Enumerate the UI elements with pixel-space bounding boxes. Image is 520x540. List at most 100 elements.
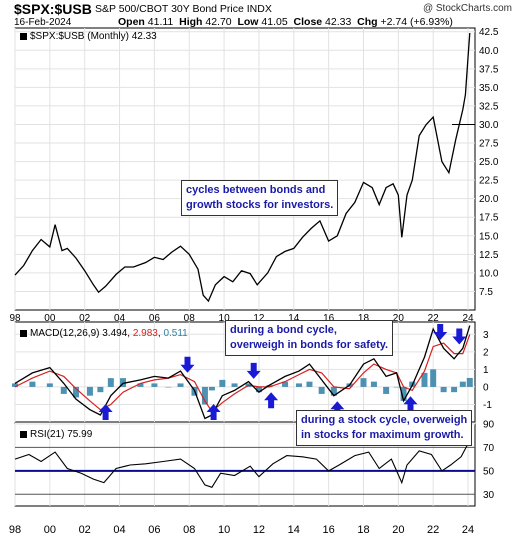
price-y-tick-label: 25.0 — [479, 157, 499, 168]
x-tick-label-mid: 06 — [149, 313, 161, 324]
x-tick-label-bottom: 08 — [183, 524, 195, 536]
price-y-tick-label: 32.5 — [479, 101, 499, 112]
macd-histogram-bar — [87, 387, 93, 396]
x-tick-label-bottom: 20 — [392, 524, 404, 536]
signal-legend-value: 2.983 — [133, 328, 158, 339]
macd-histogram-bar — [306, 382, 312, 387]
x-tick-label-mid: 08 — [184, 313, 196, 324]
macd-histogram-bar — [219, 380, 225, 387]
macd-y-tick-label: -1 — [483, 400, 492, 411]
macd-cycle-arrow-down — [433, 324, 447, 340]
x-tick-label-bottom: 16 — [323, 524, 335, 536]
rsi-y-tick-label: 50 — [483, 466, 495, 477]
macd-histogram-bar — [47, 383, 53, 387]
macd-histogram-bar — [165, 387, 171, 388]
macd-y-tick-label: 2 — [483, 347, 489, 358]
macd-histogram-bar — [108, 378, 114, 387]
rsi-legend: RSI(21) 75.99 — [20, 429, 92, 440]
macd-legend: MACD(12,26,9) 3.494, 2.983, 0.511 — [20, 328, 188, 339]
x-tick-label-mid: 22 — [428, 313, 440, 324]
macd-histogram-bar — [371, 382, 377, 387]
price-y-tick-label: 40.0 — [479, 46, 499, 57]
rsi-legend-swatch — [20, 431, 27, 438]
x-tick-label-bottom: 12 — [253, 524, 265, 536]
macd-cycle-arrow-up — [264, 392, 278, 408]
macd-y-tick-label: 1 — [483, 365, 489, 376]
x-tick-label-mid: 02 — [79, 313, 91, 324]
macd-histogram-bar — [451, 387, 457, 392]
price-y-tick-label: 10.0 — [479, 268, 499, 279]
macd-histogram-bar — [29, 382, 35, 387]
annotation-cycles: cycles between bonds and growth stocks f… — [181, 180, 338, 216]
macd-legend-value: 3.494 — [102, 328, 127, 339]
price-legend-swatch — [20, 33, 27, 40]
macd-histogram-bar — [467, 378, 473, 387]
x-tick-label-mid: 20 — [393, 313, 405, 324]
price-y-tick-label: 15.0 — [479, 231, 499, 242]
x-tick-label-mid: 98 — [9, 313, 21, 324]
x-tick-label-bottom: 06 — [148, 524, 160, 536]
price-legend: $SPX:$USB (Monthly) 42.33 — [20, 31, 157, 42]
annotation-bond-line1: during a bond cycle, — [230, 323, 388, 338]
price-y-tick-label: 37.5 — [479, 64, 499, 75]
price-y-tick-label: 12.5 — [479, 250, 499, 261]
macd-y-tick-label: 3 — [483, 330, 489, 341]
macd-histogram-bar — [383, 387, 389, 394]
price-y-tick-label: 7.5 — [479, 287, 493, 298]
annotation-bond-line2: overweigh in bonds for safety. — [230, 338, 388, 353]
macd-histogram-bar — [394, 387, 400, 388]
macd-histogram-bar — [460, 382, 466, 387]
macd-histogram-bar — [232, 383, 238, 387]
price-y-tick-label: 17.5 — [479, 213, 499, 224]
x-tick-label-bottom: 10 — [218, 524, 230, 536]
rsi-y-tick-label: 70 — [483, 443, 495, 454]
x-tick-label-bottom: 18 — [357, 524, 369, 536]
annotation-cycles-line1: cycles between bonds and — [186, 183, 333, 198]
x-tick-label-bottom: 00 — [44, 524, 56, 536]
macd-legend-swatch — [20, 330, 27, 337]
x-tick-label-mid: 24 — [462, 313, 474, 324]
annotation-cycles-line2: growth stocks for investors. — [186, 198, 333, 213]
rsi-legend-text: RSI(21) 75.99 — [30, 429, 92, 440]
price-y-tick-label: 27.5 — [479, 139, 499, 150]
macd-cycle-arrow-down — [181, 357, 195, 373]
rsi-y-tick-label: 90 — [483, 420, 495, 431]
x-tick-label-bottom: 14 — [288, 524, 300, 536]
macd-histogram-bar — [296, 383, 302, 387]
x-tick-label-bottom: 04 — [113, 524, 125, 536]
x-tick-label-bottom: 02 — [79, 524, 91, 536]
annotation-stock-line1: during a stock cycle, overweigh — [301, 413, 467, 428]
x-tick-label-bottom: 98 — [9, 524, 21, 536]
price-y-tick-label: 35.0 — [479, 83, 499, 94]
price-y-tick-label: 30.0 — [479, 120, 499, 131]
price-series-line — [15, 33, 470, 301]
macd-histogram-bar — [209, 387, 215, 391]
macd-cycle-arrow-up — [99, 404, 113, 420]
price-y-tick-label: 42.5 — [479, 27, 499, 38]
macd-histogram-bar — [319, 387, 325, 394]
price-panel-frame — [15, 28, 475, 310]
price-y-tick-label: 20.0 — [479, 194, 499, 205]
macd-legend-label: MACD(12,26,9) — [30, 328, 99, 339]
x-tick-label-mid: 04 — [114, 313, 126, 324]
annotation-stock-line2: in stocks for maximum growth. — [301, 428, 467, 443]
hist-legend-value: 0.511 — [163, 328, 187, 339]
x-tick-label-bottom: 22 — [427, 524, 439, 536]
macd-histogram-bar — [97, 387, 103, 392]
macd-histogram-bar — [61, 387, 67, 394]
macd-histogram-bar — [178, 383, 184, 387]
price-legend-text: $SPX:$USB (Monthly) 42.33 — [30, 31, 157, 42]
x-tick-label-mid: 00 — [44, 313, 56, 324]
macd-histogram-bar — [151, 383, 157, 387]
price-y-tick-label: 22.5 — [479, 176, 499, 187]
macd-histogram-bar — [360, 378, 366, 387]
annotation-stock-cycle: during a stock cycle, overweigh in stock… — [296, 410, 472, 446]
macd-histogram-bar — [430, 369, 436, 387]
macd-y-tick-label: 0 — [483, 382, 489, 393]
x-tick-label-bottom: 24 — [462, 524, 474, 536]
macd-histogram-bar — [441, 387, 447, 392]
rsi-y-tick-label: 30 — [483, 490, 495, 501]
annotation-bond-cycle: during a bond cycle, overweigh in bonds … — [225, 320, 393, 356]
